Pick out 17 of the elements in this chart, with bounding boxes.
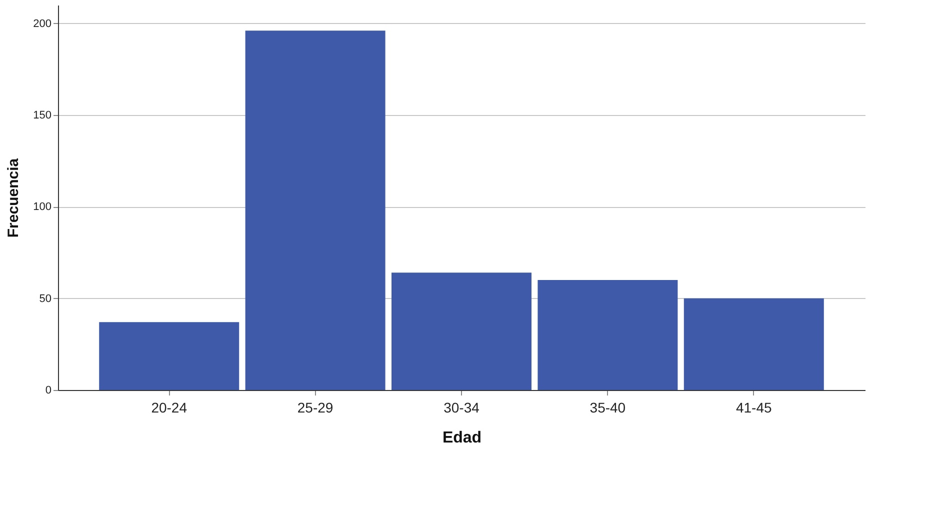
y-tick-label: 200: [33, 18, 52, 30]
x-tick-label: 20-24: [151, 400, 188, 416]
bar: [245, 30, 386, 390]
bar: [684, 298, 824, 390]
x-tick-label: 41-45: [736, 400, 772, 416]
y-axis-title: Frecuencia: [5, 158, 22, 238]
bar: [538, 280, 678, 390]
y-tick-label: 150: [33, 110, 52, 122]
y-tick-label: 100: [33, 201, 52, 214]
bar: [392, 272, 532, 390]
x-axis-title: Edad: [442, 430, 482, 446]
x-tick-label: 35-40: [590, 400, 626, 416]
x-tick-label: 25-29: [297, 400, 334, 416]
y-tick-label: 50: [39, 292, 52, 305]
x-tick-label: 30-34: [444, 400, 480, 416]
y-tick-label: 0: [45, 384, 52, 396]
bar: [99, 322, 240, 390]
